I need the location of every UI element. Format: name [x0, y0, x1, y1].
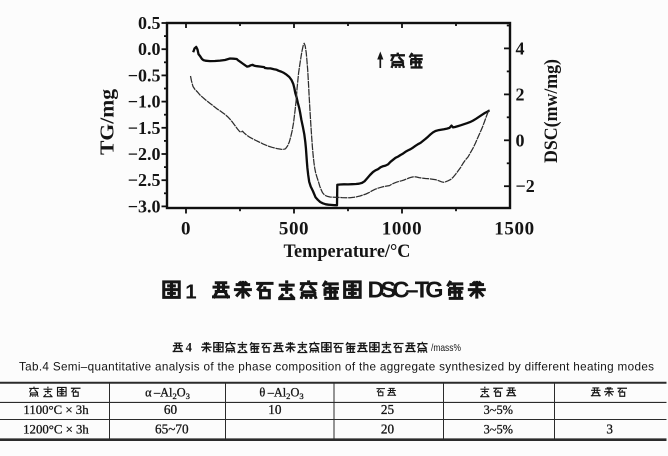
svg-text:1100°C × 3h: 1100°C × 3h: [23, 403, 89, 417]
svg-text:−0.5: −0.5: [128, 65, 161, 85]
svg-text:−1.0: −1.0: [128, 92, 161, 112]
svg-text:Tab.4 Semi–quantitative analys: Tab.4 Semi–quantitative analysis of the …: [19, 360, 654, 373]
svg-text:4: 4: [516, 38, 525, 58]
svg-text:−2.0: −2.0: [128, 144, 161, 164]
svg-text:500: 500: [279, 219, 309, 240]
svg-text:−2.5: −2.5: [128, 170, 161, 190]
svg-text:DSC(mw/mg): DSC(mw/mg): [541, 59, 562, 163]
svg-text:4: 4: [186, 341, 193, 355]
svg-text:3~5%: 3~5%: [484, 403, 513, 417]
svg-text:TG/mg: TG/mg: [98, 89, 119, 155]
svg-text:/mass%: /mass%: [431, 343, 461, 354]
svg-text:20: 20: [381, 422, 395, 437]
svg-text:10: 10: [268, 402, 282, 417]
svg-text:25: 25: [381, 402, 395, 417]
svg-text:Temperature/°C: Temperature/°C: [284, 241, 411, 262]
svg-text:1000: 1000: [382, 219, 422, 240]
svg-text:−1.5: −1.5: [128, 118, 161, 138]
svg-text:0: 0: [516, 130, 525, 150]
svg-text:60: 60: [164, 402, 178, 417]
svg-text:2: 2: [516, 84, 525, 104]
svg-text:−2: −2: [516, 176, 535, 196]
svg-text:0: 0: [181, 219, 191, 240]
svg-text:3: 3: [606, 422, 613, 437]
svg-text:α –Al2O3: α –Al2O3: [145, 385, 190, 401]
svg-text:3~5%: 3~5%: [484, 423, 513, 437]
svg-text:DSC–TG: DSC–TG: [368, 277, 444, 303]
svg-text:0.5: 0.5: [138, 13, 161, 33]
svg-text:−3.0: −3.0: [128, 196, 161, 216]
svg-text:θ –Al2O3: θ –Al2O3: [259, 385, 303, 401]
svg-text:1: 1: [185, 280, 196, 303]
svg-text:1500: 1500: [494, 219, 534, 240]
svg-text:1200°C × 3h: 1200°C × 3h: [23, 423, 89, 437]
svg-text:0.0: 0.0: [138, 39, 161, 59]
svg-text:65~70: 65~70: [155, 422, 189, 437]
